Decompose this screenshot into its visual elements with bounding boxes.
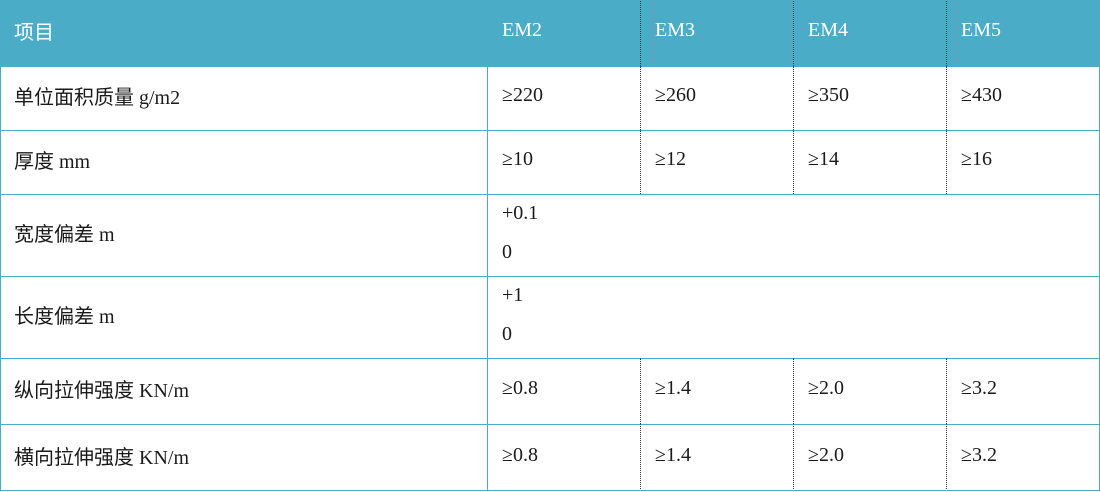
value-text: ≥2.0 xyxy=(808,377,844,399)
value-text: ≥430 xyxy=(961,84,1002,106)
row-label: 单位面积质量 g/m2 xyxy=(14,87,181,109)
value-cell: ≥3.2 xyxy=(946,358,1100,424)
row-label: 纵向拉伸强度 KN/m xyxy=(14,380,189,402)
value-text: ≥2.0 xyxy=(808,443,844,466)
merged-value-cell: +0.1 0 xyxy=(487,194,1100,276)
header-text: EM5 xyxy=(961,19,1001,41)
value-text: ≥16 xyxy=(961,148,992,170)
value-line: 0 xyxy=(502,322,512,345)
header-cell: EM5 xyxy=(946,0,1100,66)
value-text: ≥14 xyxy=(808,148,839,170)
value-cell: ≥260 xyxy=(640,66,793,130)
value-cell: ≥14 xyxy=(793,130,946,194)
value-cell: ≥10 xyxy=(487,130,640,194)
merged-value-cell: +1 0 xyxy=(487,276,1100,358)
value-cell: ≥0.8 xyxy=(487,424,640,491)
value-text: ≥3.2 xyxy=(961,377,997,399)
value-cell: ≥220 xyxy=(487,66,640,130)
value-text: ≥3.2 xyxy=(961,443,997,466)
value-cell: ≥3.2 xyxy=(946,424,1100,491)
value-text: ≥1.4 xyxy=(655,377,691,399)
header-cell: EM3 xyxy=(640,0,793,66)
row-label: 长度偏差 m xyxy=(14,306,115,328)
value-cell: ≥16 xyxy=(946,130,1100,194)
value-cell: ≥1.4 xyxy=(640,424,793,491)
header-cell: EM4 xyxy=(793,0,946,66)
value-line: +1 xyxy=(502,283,524,306)
header-cell: EM2 xyxy=(487,0,640,66)
value-cell: ≥1.4 xyxy=(640,358,793,424)
row-label-cell: 单位面积质量 g/m2 xyxy=(0,66,487,130)
value-text: ≥260 xyxy=(655,84,696,106)
header-text: EM4 xyxy=(808,19,848,41)
value-text: ≥350 xyxy=(808,84,849,106)
value-line: 0 xyxy=(502,240,512,263)
header-text: EM2 xyxy=(502,19,542,41)
row-label: 横向拉伸强度 KN/m xyxy=(14,446,189,469)
header-text: EM3 xyxy=(655,19,695,41)
value-cell: ≥2.0 xyxy=(793,424,946,491)
value-cell: ≥12 xyxy=(640,130,793,194)
value-cell: ≥0.8 xyxy=(487,358,640,424)
row-label-cell: 宽度偏差 m xyxy=(0,194,487,276)
value-text: ≥0.8 xyxy=(502,443,538,466)
row-label-cell: 横向拉伸强度 KN/m xyxy=(0,424,487,491)
header-text: 项目 xyxy=(14,22,54,44)
value-text: ≥220 xyxy=(502,84,543,106)
header-cell: 项目 xyxy=(0,0,487,66)
row-label: 厚度 mm xyxy=(14,151,91,173)
value-cell: ≥350 xyxy=(793,66,946,130)
value-line: +0.1 xyxy=(502,201,539,224)
row-label-cell: 厚度 mm xyxy=(0,130,487,194)
value-cell: ≥430 xyxy=(946,66,1100,130)
row-label-cell: 纵向拉伸强度 KN/m xyxy=(0,358,487,424)
value-text: ≥10 xyxy=(502,148,533,170)
value-text: ≥0.8 xyxy=(502,377,538,399)
value-text: ≥12 xyxy=(655,148,686,170)
value-cell: ≥2.0 xyxy=(793,358,946,424)
row-label: 宽度偏差 m xyxy=(14,224,115,246)
row-label-cell: 长度偏差 m xyxy=(0,276,487,358)
value-text: ≥1.4 xyxy=(655,443,691,466)
